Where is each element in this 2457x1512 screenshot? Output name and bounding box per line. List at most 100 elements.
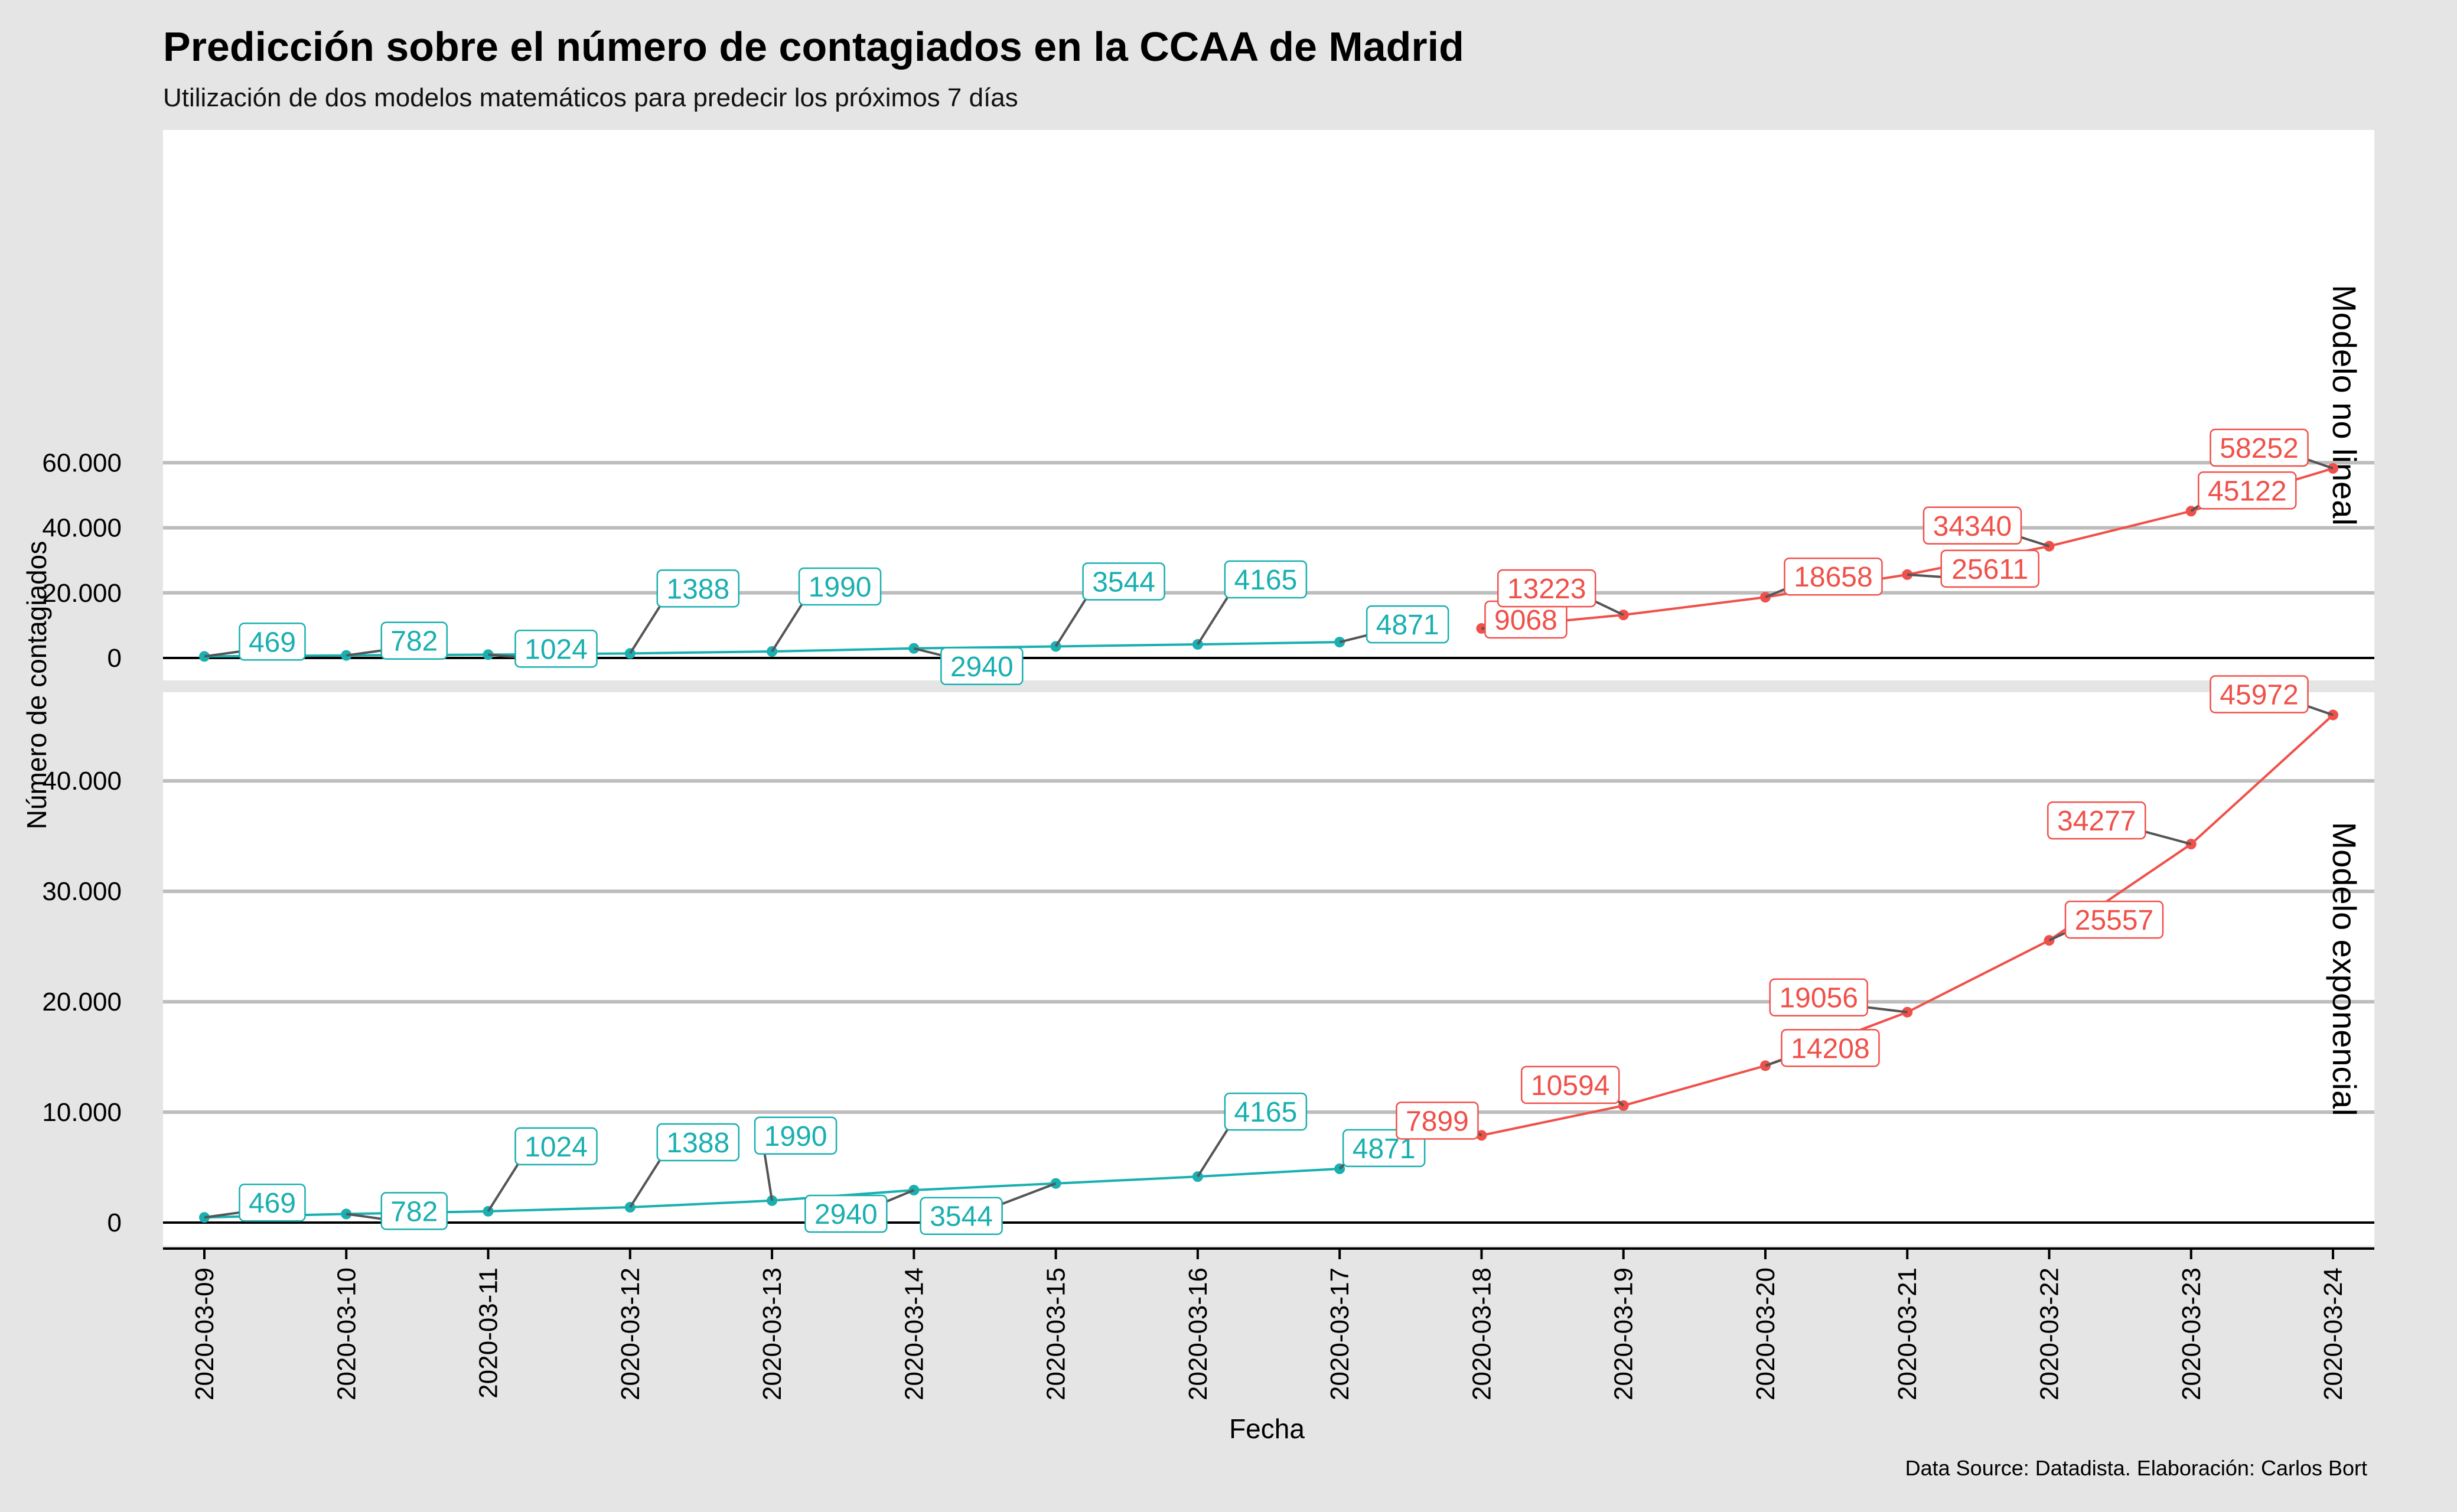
predicted-data-label: 34340 — [1933, 511, 2012, 542]
observed-data-label: 1024 — [524, 1132, 588, 1163]
predicted-data-label: 19056 — [1779, 983, 1858, 1014]
x-tick-label: 2020-03-22 — [2035, 1267, 2064, 1400]
y-tick-label: 60.000 — [42, 448, 122, 477]
observed-data-label-box — [1082, 562, 1165, 601]
predicted-data-label: 18658 — [1794, 562, 1872, 593]
observed-data-label-box — [804, 1194, 888, 1233]
strip-label: Modelo exponencial — [2326, 822, 2363, 1116]
predicted-data-label: 58252 — [2220, 433, 2298, 464]
x-tick-label: 2020-03-23 — [2177, 1267, 2206, 1400]
predicted-data-label: 45972 — [2220, 680, 2298, 711]
observed-data-label-box — [754, 1116, 838, 1155]
observed-data-label-box — [1224, 560, 1308, 599]
x-tick-label: 2020-03-12 — [616, 1267, 645, 1400]
chart-title: Predicción sobre el número de contagiado… — [163, 24, 1464, 70]
observed-data-label-box — [940, 647, 1024, 686]
x-tick-label: 2020-03-21 — [1893, 1267, 1922, 1400]
observed-data-label: 1024 — [524, 634, 588, 665]
observed-data-label-box — [1224, 1092, 1308, 1131]
observed-data-label: 1388 — [666, 573, 729, 605]
x-tick-label: 2020-03-13 — [758, 1267, 787, 1400]
observed-data-label-box — [514, 630, 598, 668]
predicted-data-label-box — [1497, 569, 1596, 608]
panel-background — [163, 692, 2374, 1246]
observed-data-label-box — [239, 623, 306, 661]
y-tick-label: 20.000 — [42, 579, 122, 608]
predicted-data-label-box — [1781, 1029, 1880, 1067]
observed-data-label: 1990 — [809, 572, 872, 603]
predicted-data-label: 10594 — [1531, 1070, 1609, 1102]
y-tick-label: 0 — [107, 644, 122, 673]
predicted-data-label-box — [2047, 801, 2146, 840]
observed-data-label: 469 — [249, 1188, 296, 1219]
observed-data-label: 2940 — [950, 651, 1014, 683]
observed-data-label: 469 — [249, 627, 296, 658]
observed-data-label: 3544 — [930, 1201, 993, 1233]
x-tick-label: 2020-03-17 — [1325, 1267, 1354, 1400]
chart-subtitle: Utilización de dos modelos matemáticos p… — [163, 83, 1018, 112]
predicted-data-label: 7899 — [1406, 1106, 1469, 1137]
panels: 0 20.000 40.000 60.000 Modelo no lineal 469 78… — [42, 130, 2374, 1246]
y-tick-label: 30.000 — [42, 877, 122, 906]
predicted-data-label-box — [1922, 506, 2022, 545]
predicted-data-label: 25557 — [2075, 905, 2153, 936]
x-tick-label: 2020-03-19 — [1609, 1267, 1638, 1400]
x-tick-label: 2020-03-18 — [1467, 1267, 1496, 1400]
predicted-data-label-box — [1520, 1065, 1620, 1104]
observed-data-label: 4165 — [1234, 1097, 1297, 1128]
predicted-data-label-box — [2064, 900, 2164, 939]
observed-data-label-box — [656, 569, 740, 608]
x-tick-label: 2020-03-14 — [900, 1267, 928, 1400]
observed-data-label-box — [798, 567, 882, 606]
observed-data-label-box — [514, 1127, 598, 1166]
x-tick-label: 2020-03-24 — [2319, 1267, 2348, 1400]
predicted-data-label-box — [1940, 549, 2039, 588]
observed-data-label: 1388 — [666, 1128, 729, 1159]
predicted-data-label: 34277 — [2057, 806, 2136, 837]
observed-data-label: 782 — [390, 1196, 438, 1227]
observed-data-label: 1990 — [764, 1121, 827, 1152]
predicted-data-label: 9068 — [1494, 605, 1557, 636]
y-tick-label: 20.000 — [42, 988, 122, 1016]
x-axis: 2020-03-09 2020-03-10 2020-03-11 2020-03-12… — [163, 1247, 2374, 1400]
caption: Data Source: Datadista. Elaboración: Car… — [1905, 1456, 2367, 1480]
panel-2: 0 10.000 20.000 30.000 40.000 Modelo exponenc… — [42, 675, 2374, 1246]
observed-data-label: 2940 — [814, 1199, 878, 1230]
predicted-data-label: 45122 — [2208, 475, 2286, 507]
x-tick-label: 2020-03-16 — [1184, 1267, 1213, 1400]
predicted-data-label-box — [2210, 428, 2309, 467]
x-tick-label: 2020-03-20 — [1751, 1267, 1780, 1400]
panel-1: 0 20.000 40.000 60.000 Modelo no lineal 469 78… — [42, 130, 2374, 686]
predicted-data-label-box — [1784, 557, 1883, 596]
predicted-data-label-box — [1396, 1102, 1479, 1140]
y-tick-label: 10.000 — [42, 1098, 122, 1127]
x-tick-label: 2020-03-11 — [474, 1267, 503, 1399]
observed-data-label-box — [239, 1183, 306, 1222]
predicted-data-label: 14208 — [1791, 1033, 1869, 1064]
observed-data-label: 4871 — [1376, 610, 1439, 641]
observed-data-label-box — [920, 1197, 1003, 1235]
observed-data-label-connector — [993, 1182, 1057, 1208]
strip-label: Modelo no lineal — [2326, 285, 2363, 526]
predicted-data-label-box — [1769, 978, 1868, 1016]
predicted-data-label-box — [2210, 675, 2309, 713]
observed-data-label-box — [380, 1192, 448, 1230]
y-axis-title: Número de contagiados — [21, 541, 52, 829]
observed-data-label: 4165 — [1234, 565, 1297, 596]
x-axis-title: Fecha — [1229, 1413, 1305, 1444]
observed-data-label-box — [1366, 605, 1449, 644]
predicted-data-label: 13223 — [1507, 573, 1586, 605]
y-tick-label: 40.000 — [42, 514, 122, 543]
x-tick-label: 2020-03-09 — [190, 1267, 219, 1400]
predicted-data-label-box — [2198, 471, 2297, 510]
observed-data-label: 782 — [390, 626, 438, 657]
observed-data-label-box — [380, 621, 448, 660]
y-tick-label: 0 — [107, 1208, 122, 1237]
x-tick-label: 2020-03-15 — [1042, 1267, 1071, 1400]
observed-data-label: 3544 — [1092, 566, 1155, 598]
y-tick-label: 40.000 — [42, 767, 122, 796]
x-tick-label: 2020-03-10 — [332, 1267, 361, 1400]
observed-data-label-box — [656, 1123, 740, 1162]
predicted-data-label: 25611 — [1951, 554, 2028, 585]
